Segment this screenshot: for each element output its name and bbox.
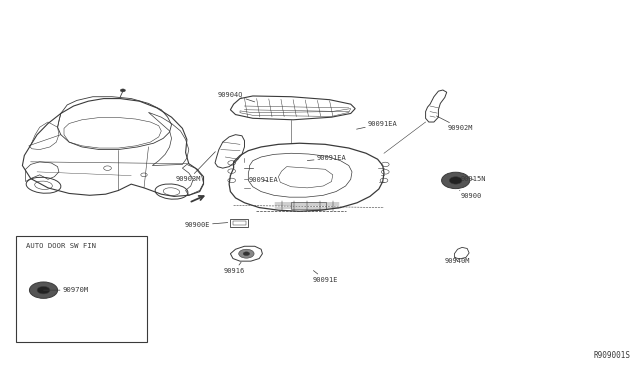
- Text: 90091EA: 90091EA: [248, 177, 278, 183]
- Text: 90940M: 90940M: [445, 257, 470, 264]
- Bar: [291, 202, 326, 209]
- Bar: [16, 236, 147, 342]
- Text: 90904Q: 90904Q: [218, 91, 255, 102]
- Text: 90900: 90900: [460, 190, 482, 199]
- Bar: [233, 221, 246, 225]
- Circle shape: [120, 89, 125, 92]
- Text: 90903M: 90903M: [176, 152, 215, 182]
- Text: R909001S: R909001S: [593, 351, 630, 360]
- Text: 90915N: 90915N: [461, 176, 486, 182]
- Text: 90916: 90916: [224, 262, 245, 274]
- Text: AUTO DOOR SW FIN: AUTO DOOR SW FIN: [26, 243, 95, 248]
- Bar: [230, 219, 248, 227]
- Text: 90091EA: 90091EA: [356, 121, 397, 129]
- Circle shape: [449, 177, 462, 184]
- Circle shape: [37, 286, 50, 294]
- Circle shape: [243, 252, 250, 256]
- Circle shape: [239, 249, 254, 258]
- Circle shape: [29, 282, 58, 298]
- Text: 90902M: 90902M: [436, 116, 474, 131]
- Text: 90091E: 90091E: [312, 270, 338, 283]
- Circle shape: [442, 172, 470, 189]
- Text: 90900E: 90900E: [184, 222, 228, 228]
- Text: 90091EA: 90091EA: [307, 155, 346, 161]
- Text: 90970M: 90970M: [44, 287, 89, 293]
